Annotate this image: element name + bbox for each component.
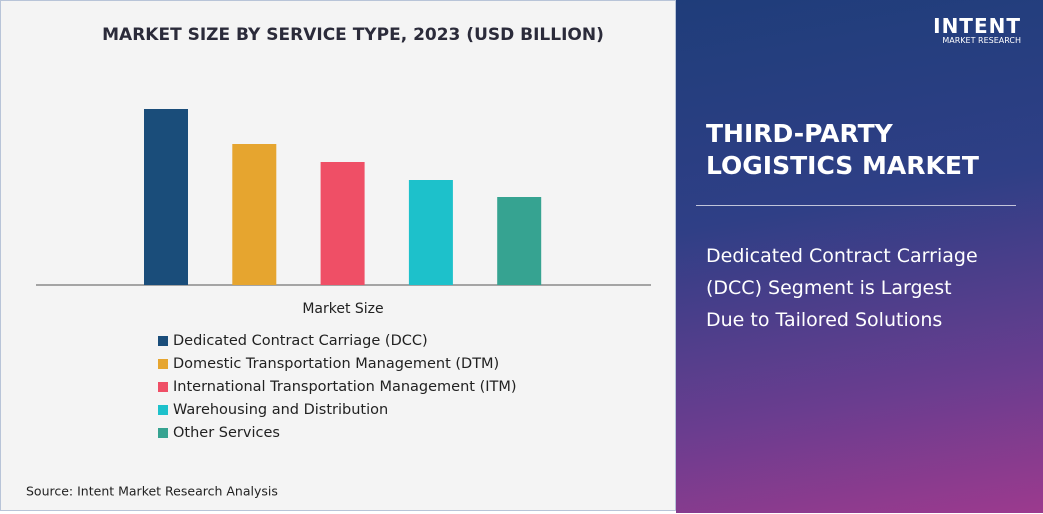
panel-title: THIRD-PARTY LOGISTICS MARKET [706,118,979,182]
divider [696,205,1016,206]
logo-name: INTENT [933,14,1021,38]
title-line: THIRD-PARTY [706,119,893,148]
bar [497,197,542,285]
chart-title: MARKET SIZE BY SERVICE TYPE, 2023 (USD B… [102,25,604,45]
bar [408,180,453,285]
legend-label: Warehousing and Distribution [173,402,388,418]
bar [320,162,365,285]
chart-panel: MARKET SIZE BY SERVICE TYPE, 2023 (USD B… [0,0,676,511]
legend-swatch [158,405,168,415]
legend-swatch [158,359,168,369]
logo-tagline: MARKET RESEARCH [942,36,1021,45]
legend-label: Dedicated Contract Carriage (DCC) [173,333,428,349]
legend-label: Domestic Transportation Management (DTM) [173,356,499,372]
info-panel: INTENT MARKET RESEARCH THIRD-PARTY LOGIS… [676,0,1043,513]
panel-description: Dedicated Contract Carriage (DCC) Segmen… [706,240,978,336]
x-tick-label: Market Size [302,301,383,317]
legend-swatch [158,382,168,392]
description-line: (DCC) Segment is Largest [706,277,952,299]
legend-label: Other Services [173,425,280,441]
legend-label: International Transportation Management … [173,379,517,395]
legend-swatch [158,336,168,346]
logo: INTENT MARKET RESEARCH [933,14,1021,45]
description-line: Due to Tailored Solutions [706,309,943,331]
chart: MARKET SIZE BY SERVICE TYPE, 2023 (USD B… [26,25,651,499]
source: Source: Intent Market Research Analysis [26,484,278,499]
legend-swatch [158,428,168,438]
title-line: LOGISTICS MARKET [706,151,979,180]
description-line: Dedicated Contract Carriage [706,245,978,267]
bar [232,144,277,285]
bar [144,109,188,285]
